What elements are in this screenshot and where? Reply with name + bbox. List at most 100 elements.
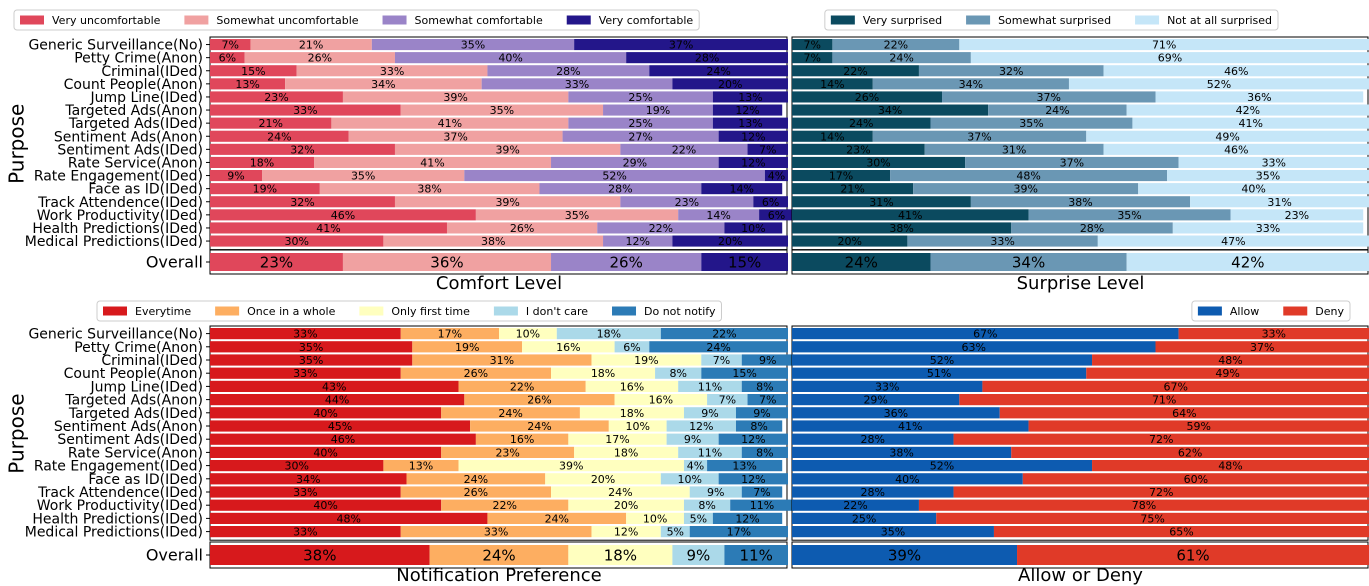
value-label: 18%: [604, 547, 637, 565]
bar-segment: [718, 156, 788, 168]
value-label: 20%: [614, 499, 638, 512]
value-label: 24%: [527, 420, 551, 433]
bar-segment: [683, 499, 731, 511]
value-label: 7%: [713, 354, 730, 367]
bar-segment: [678, 380, 742, 392]
value-label: 5%: [667, 526, 684, 539]
value-label: 52%: [602, 170, 626, 183]
bar-segment: [1086, 367, 1369, 379]
value-label: 19%: [455, 341, 479, 354]
value-label: 36%: [884, 407, 908, 420]
x-axis-label: Surprise Level: [1017, 273, 1145, 294]
value-label: 31%: [490, 354, 514, 367]
bar-segment: [394, 52, 627, 64]
bar-segment: [210, 341, 413, 353]
value-label: 8%: [669, 367, 686, 380]
value-label: 10%: [625, 420, 649, 433]
value-label: 26%: [609, 254, 642, 272]
value-label: 9%: [687, 547, 711, 565]
bar-segment: [707, 394, 748, 406]
bar-segment: [487, 512, 627, 524]
bar-segment: [649, 341, 788, 353]
bar-segment: [458, 380, 586, 392]
bar-segment: [210, 486, 401, 498]
value-label: 9%: [707, 486, 724, 499]
bar-segment: [678, 209, 760, 221]
value-label: 24%: [482, 547, 515, 565]
bar-segment: [718, 433, 788, 445]
bar-segment: [660, 473, 719, 485]
value-label: 7%: [803, 39, 820, 52]
value-label: 26%: [308, 52, 332, 65]
value-label: 41%: [420, 156, 444, 169]
value-label: 8%: [756, 380, 773, 393]
bar-segment: [982, 380, 1369, 392]
bar-segment: [210, 78, 286, 90]
value-label: 7%: [759, 394, 776, 407]
value-label: 37%: [1060, 156, 1084, 169]
value-label: 38%: [1068, 196, 1092, 209]
bar-segment: [568, 91, 713, 103]
value-label: 28%: [695, 52, 719, 65]
legend: Everytime Once in a whole Only first time I…: [96, 300, 722, 322]
value-label: 27%: [628, 130, 652, 143]
bar-segment: [792, 420, 1029, 432]
value-label: 24%: [1045, 104, 1069, 117]
bar-segment: [1230, 209, 1364, 221]
category-label: Overall: [146, 253, 203, 272]
bar-segment: [1178, 328, 1369, 340]
bar-segment: [1103, 143, 1369, 155]
value-label: 25%: [628, 117, 652, 130]
bar-segment: [792, 512, 937, 524]
bar-segment: [712, 91, 788, 103]
bar-segment: [792, 104, 989, 116]
bar-segment: [1155, 91, 1364, 103]
value-label: 65%: [1169, 526, 1193, 539]
value-label: 33%: [1262, 328, 1286, 341]
category-label: Targeted Ads(IDed): [68, 116, 203, 132]
bar-segment: [792, 394, 960, 406]
category-label: Petty Crime(Anon): [74, 340, 203, 356]
bar-segment: [792, 156, 966, 168]
bar-segment: [792, 473, 1023, 485]
bar-segment: [792, 65, 919, 77]
legend-label: Once in a whole: [247, 305, 335, 318]
value-label: 11%: [698, 446, 722, 459]
value-label: 38%: [481, 235, 505, 248]
value-label: 21%: [299, 39, 323, 52]
value-label: 19%: [634, 354, 658, 367]
bar-segment: [1092, 354, 1369, 366]
bar-segment: [383, 460, 459, 472]
legend-swatch: [1283, 306, 1308, 316]
category-label: Rate Service(Anon): [68, 445, 203, 461]
legend-swatch: [1197, 306, 1222, 316]
bar-segment: [792, 433, 954, 445]
value-label: 16%: [649, 394, 673, 407]
value-label: 37%: [1037, 91, 1061, 104]
bar-segment: [792, 545, 1018, 565]
bar-segment: [918, 65, 1104, 77]
value-label: 48%: [1218, 460, 1242, 473]
bar-segment: [383, 235, 604, 247]
bar-segment: [970, 52, 1369, 64]
value-label: 6%: [623, 341, 640, 354]
x-axis-label: Notification Preference: [396, 565, 602, 586]
value-label: 39%: [888, 547, 921, 565]
value-label: 78%: [1132, 499, 1156, 512]
value-label: 16%: [510, 433, 534, 446]
bar-segment: [792, 78, 873, 90]
bar-segment: [210, 196, 395, 208]
value-label: 71%: [1152, 394, 1176, 407]
bar-segment: [210, 473, 407, 485]
bar-segment: [400, 526, 592, 538]
value-label: 35%: [1117, 209, 1141, 222]
bar-segment: [591, 354, 702, 366]
value-label: 61%: [1176, 547, 1209, 565]
bar-segment: [400, 486, 552, 498]
category-label: Generic Surveillance(No): [28, 38, 203, 54]
value-label: 23%: [846, 143, 870, 156]
bar-segment: [741, 486, 783, 498]
value-label: 11%: [750, 499, 774, 512]
legend-label: I don't care: [526, 305, 588, 318]
